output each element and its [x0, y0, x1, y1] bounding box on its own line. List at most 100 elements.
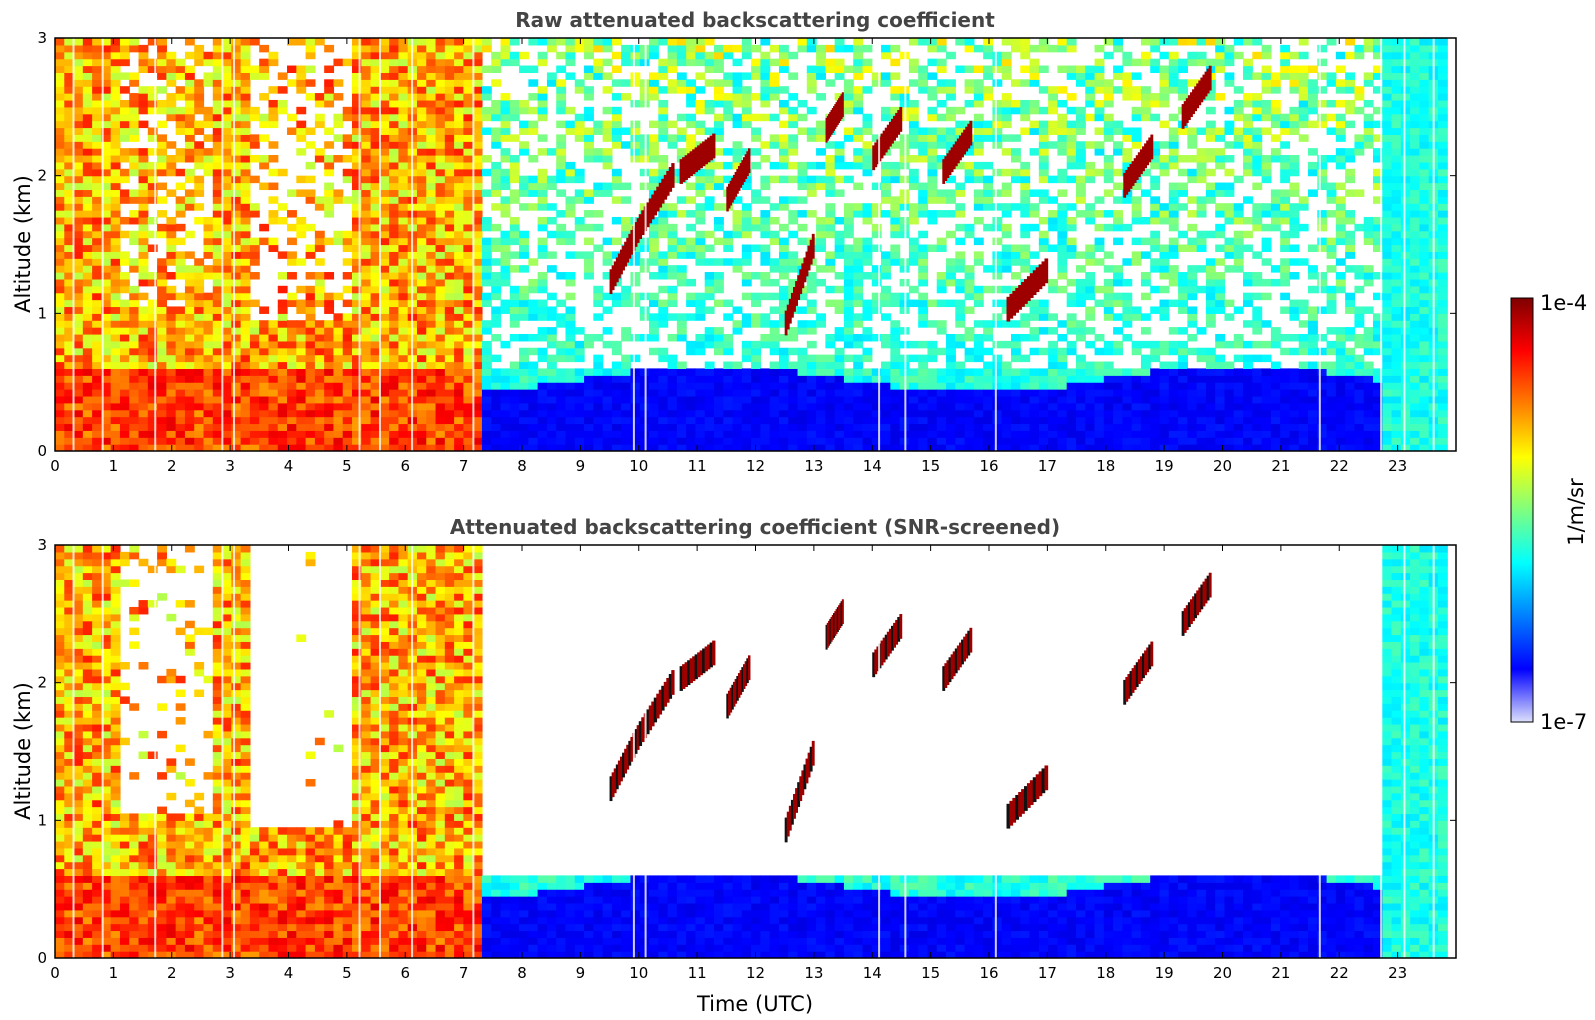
heatmap-cell [1075, 72, 1086, 80]
heatmap-cell [444, 223, 455, 232]
heatmap-cell [714, 148, 724, 156]
heatmap-cell [686, 141, 697, 149]
heatmap-cell [416, 347, 427, 356]
heatmap-cell [946, 196, 956, 204]
heatmap-cell [92, 320, 103, 328]
heatmap-cell [296, 416, 307, 425]
heatmap-cell [825, 333, 836, 342]
heatmap-cell [686, 313, 697, 321]
heatmap-cell [714, 430, 724, 438]
heatmap-cell [686, 244, 697, 252]
heatmap-cell [64, 72, 75, 80]
heatmap-cell [806, 444, 817, 451]
heatmap-cell [992, 189, 1003, 197]
heatmap-cell [964, 175, 975, 184]
heatmap-cell [992, 203, 1003, 211]
heatmap-cell [55, 155, 65, 163]
heatmap-cell [231, 354, 242, 363]
heatmap-cell [92, 292, 103, 301]
heatmap-cell [184, 93, 195, 101]
heatmap-cell [138, 402, 149, 411]
heatmap-cell [955, 444, 966, 451]
heatmap-cell [918, 423, 929, 431]
heatmap-cell [379, 230, 390, 239]
heatmap-cell [760, 437, 771, 445]
heatmap-cell [92, 155, 103, 163]
heatmap-cell [212, 361, 223, 369]
heatmap-cell [1038, 382, 1049, 390]
heatmap-cell [1094, 44, 1105, 53]
heatmap-cell [658, 65, 669, 74]
heatmap-cell [110, 278, 121, 287]
heatmap-cell [463, 127, 474, 135]
heatmap-cell [1085, 395, 1096, 404]
heatmap-cell [129, 423, 140, 431]
heatmap-cell [287, 127, 297, 135]
heatmap-cell [184, 38, 195, 46]
heatmap-cell [398, 430, 409, 438]
heatmap-cell [1094, 430, 1105, 438]
heatmap-cell [398, 210, 409, 218]
heatmap-cell [352, 375, 362, 383]
heatmap-cell [658, 155, 669, 163]
heatmap-cell [500, 375, 511, 383]
heatmap-cell [129, 327, 140, 335]
heatmap-cell [454, 430, 464, 438]
heatmap-cell [296, 223, 307, 232]
heatmap-cell [157, 278, 167, 287]
heatmap-cell [240, 79, 251, 87]
heatmap-cell [287, 340, 297, 349]
heatmap-cell [500, 444, 511, 451]
heatmap-cell [806, 375, 817, 383]
heatmap-cell [361, 382, 372, 390]
heatmap-cell [973, 382, 984, 390]
heatmap-cell [184, 99, 195, 108]
heatmap-cell [1001, 99, 1012, 108]
heatmap-cell [147, 327, 158, 335]
heatmap-cell [1085, 141, 1096, 149]
heatmap-cell [918, 292, 929, 301]
heatmap-cell [138, 444, 149, 451]
heatmap-cell [454, 51, 464, 60]
heatmap-cell [129, 113, 140, 122]
heatmap-cell [862, 382, 873, 390]
heatmap-cell [240, 148, 251, 156]
heatmap-cell [500, 134, 511, 142]
heatmap-cell [481, 444, 492, 451]
heatmap-cell [760, 423, 771, 431]
heatmap-cell [853, 65, 864, 74]
heatmap-cell [324, 182, 335, 191]
heatmap-cell [955, 265, 966, 273]
heatmap-cell [927, 134, 938, 142]
heatmap-cell [973, 141, 984, 149]
heatmap-cell [992, 437, 1003, 445]
heatmap-cell [797, 327, 808, 335]
heatmap-cell [82, 79, 93, 87]
heatmap-cell [1029, 375, 1040, 383]
heatmap-cell [361, 347, 372, 356]
heatmap-cell [379, 113, 390, 122]
heatmap-cell [927, 423, 938, 431]
heatmap-cell [695, 168, 706, 177]
heatmap-cell [92, 382, 103, 390]
heatmap-cell [64, 278, 75, 287]
heatmap-cell [509, 299, 520, 308]
heatmap-cell [862, 375, 873, 383]
heatmap-cell [1020, 409, 1031, 418]
heatmap-cell [55, 230, 65, 239]
heatmap-cell [491, 402, 502, 411]
heatmap-cell [537, 354, 548, 363]
heatmap-cell [240, 99, 251, 108]
heatmap-cell [463, 72, 474, 80]
heatmap-cell [853, 285, 864, 294]
heatmap-cell [472, 216, 483, 225]
heatmap-cell [147, 375, 158, 383]
heatmap-cell [398, 86, 409, 94]
heatmap-cell [175, 416, 186, 425]
heatmap-cell [778, 134, 789, 142]
heatmap-cell [714, 44, 724, 53]
heatmap-cell [129, 320, 140, 328]
heatmap-cell [1075, 155, 1086, 163]
heatmap-cell [723, 230, 734, 239]
heatmap-cell [352, 340, 362, 349]
